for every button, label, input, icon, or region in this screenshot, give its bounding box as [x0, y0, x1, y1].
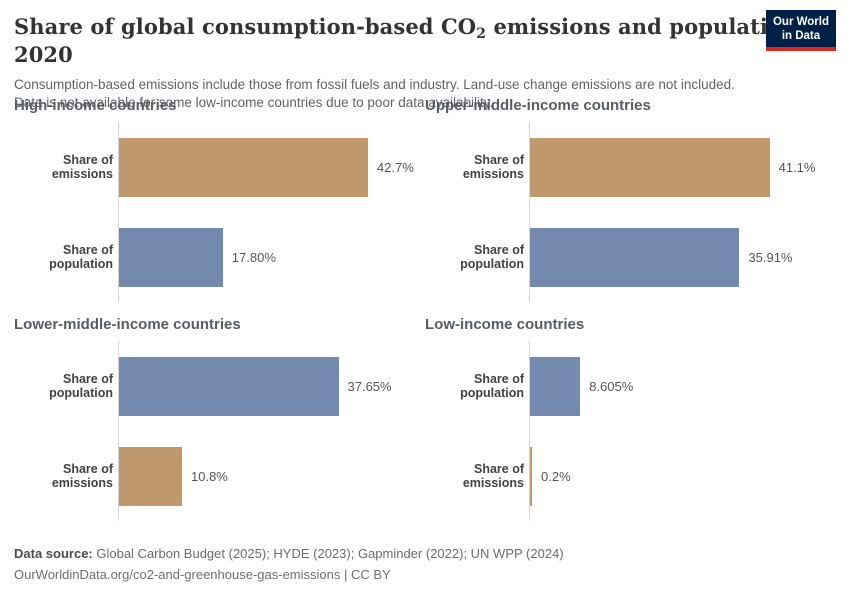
chart-title: Share of global consumption-based CO2 em…: [14, 14, 836, 67]
panel-low-income: Low-income countries Share of population…: [425, 316, 836, 521]
category-label: Share of population: [460, 371, 524, 400]
category-labels: Share of population Share of emissions: [425, 341, 529, 521]
category-label: Share of emissions: [51, 152, 113, 181]
chart-title-subscript: 2: [476, 26, 487, 42]
chart-title-post: emissions and population, 2020: [14, 14, 805, 67]
category-label: Share of emissions: [462, 152, 524, 181]
population-bar: [119, 357, 339, 416]
emissions-bar: [119, 447, 182, 506]
attribution-line: OurWorldinData.org/co2-and-greenhouse-ga…: [14, 567, 391, 582]
datasource-text: Global Carbon Budget (2025); HYDE (2023)…: [92, 546, 564, 561]
emissions-bar: [530, 447, 532, 506]
bar-value-label: 37.65%: [347, 379, 392, 394]
panel-lower-middle-income: Lower-middle-income countries Share of p…: [14, 316, 425, 521]
panel-title: High-income countries: [14, 97, 177, 114]
bar-value-label: 41.1%: [778, 160, 816, 175]
bar-row: 35.91%: [530, 228, 836, 287]
axis-and-bars: 41.1% 35.91%: [529, 122, 836, 302]
bar-value-label: 0.2%: [541, 469, 571, 484]
population-bar: [530, 228, 740, 287]
category-labels: Share of population Share of emissions: [14, 341, 118, 521]
bar-row: 41.1%: [530, 138, 836, 197]
emissions-bar: [119, 138, 368, 197]
panel-high-income: High-income countries Share of emissions…: [14, 97, 425, 302]
panel-title: Lower-middle-income countries: [14, 316, 241, 333]
owid-logo: Our World in Data: [765, 10, 836, 51]
bar-row: 37.65%: [119, 357, 425, 416]
datasource-line: Data source: Global Carbon Budget (2025)…: [14, 546, 564, 561]
axis-and-bars: 8.605% 0.2%: [529, 341, 836, 521]
bar-row: 17.80%: [119, 228, 425, 287]
chart-header: Share of global consumption-based CO2 em…: [14, 14, 836, 112]
panel-title: Upper-middle-income countries: [425, 97, 651, 114]
owid-logo-line1: Our World: [772, 16, 829, 28]
bar-value-label: 8.605%: [589, 379, 634, 394]
category-label: Share of emissions: [51, 461, 113, 490]
category-label: Share of population: [49, 371, 113, 400]
axis-and-bars: 42.7% 17.80%: [118, 122, 425, 302]
chart-title-pre: Share of global consumption-based CO: [14, 14, 477, 39]
bar-row: 10.8%: [119, 447, 425, 506]
category-labels: Share of emissions Share of population: [425, 122, 529, 302]
chart-subtitle: Consumption-based emissions include thos…: [14, 77, 735, 110]
owid-logo-line2: in Data: [781, 30, 821, 43]
category-label: Share of population: [49, 242, 113, 271]
panel-plot: Share of population Share of emissions 3…: [14, 341, 425, 521]
bar-row: 42.7%: [119, 138, 425, 197]
bar-value-label: 35.91%: [748, 250, 793, 265]
panel-plot: Share of emissions Share of population 4…: [14, 122, 425, 302]
panel-upper-middle-income: Upper-middle-income countries Share of e…: [425, 97, 836, 302]
panel-plot: Share of emissions Share of population 4…: [425, 122, 836, 302]
emissions-bar: [530, 138, 770, 197]
chart-footer: Data source: Global Carbon Budget (2025)…: [14, 546, 564, 582]
panel-title: Low-income countries: [425, 316, 585, 333]
bar-value-label: 17.80%: [231, 250, 276, 265]
bar-value-label: 10.8%: [191, 469, 228, 484]
category-labels: Share of emissions Share of population: [14, 122, 118, 302]
facet-panels-grid: High-income countries Share of emissions…: [14, 97, 836, 521]
category-label: Share of emissions: [462, 461, 524, 490]
bar-row: 8.605%: [530, 357, 836, 416]
population-bar: [119, 228, 223, 287]
datasource-label: Data source:: [14, 546, 93, 561]
category-label: Share of population: [460, 242, 524, 271]
bar-value-label: 42.7%: [376, 160, 414, 175]
bar-row: 0.2%: [530, 447, 836, 506]
population-bar: [530, 357, 581, 416]
axis-and-bars: 37.65% 10.8%: [118, 341, 425, 521]
panel-plot: Share of population Share of emissions 8…: [425, 341, 836, 521]
